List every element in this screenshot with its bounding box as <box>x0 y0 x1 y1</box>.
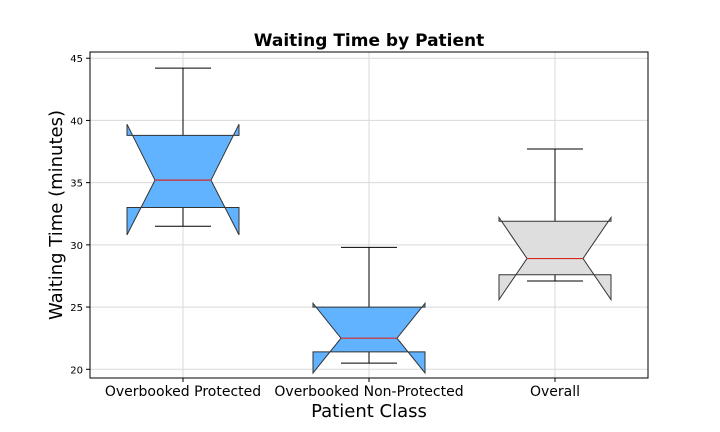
x-tick-label: Overbooked Protected <box>105 384 261 400</box>
y-tick-label: 40 <box>70 116 83 127</box>
y-tick-label: 20 <box>70 365 83 376</box>
y-tick-label: 25 <box>70 303 83 314</box>
y-ticks: 20 25 30 35 40 45 <box>70 54 90 376</box>
box-2 <box>312 246 426 375</box>
box-3 <box>498 148 612 302</box>
y-tick-label: 45 <box>70 54 83 65</box>
chart-title: Waiting Time by Patient <box>254 31 485 51</box>
x-ticks: Overbooked Protected Overbooked Non-Prote… <box>105 378 580 400</box>
y-axis-label: Waiting Time (minutes) <box>46 110 67 320</box>
x-tick-label: Overbooked Non-Protected <box>274 384 463 400</box>
y-tick-label: 30 <box>70 241 83 252</box>
box-body <box>126 123 240 236</box>
box-1 <box>126 67 240 236</box>
x-axis-label: Patient Class <box>311 401 427 422</box>
boxes <box>126 67 612 375</box>
x-tick-label: Overall <box>530 384 580 400</box>
y-tick-label: 35 <box>70 179 83 190</box>
